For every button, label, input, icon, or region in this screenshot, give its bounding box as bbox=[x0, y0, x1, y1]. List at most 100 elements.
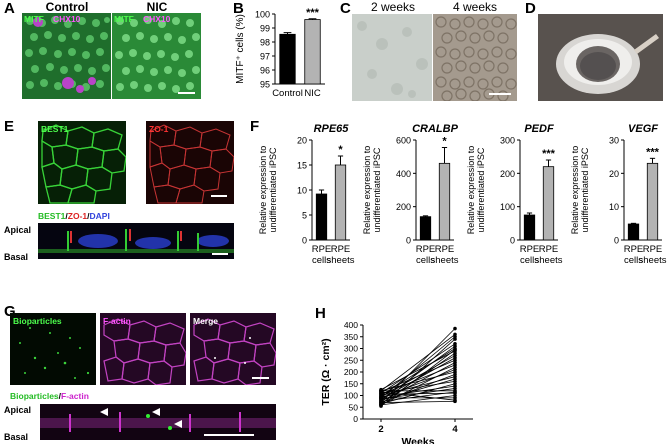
h-point bbox=[453, 337, 457, 341]
label-chx10-control: CHX10 bbox=[53, 14, 81, 24]
micrograph-nic: MITF CHX10 bbox=[112, 13, 201, 99]
micrograph-zo1: ZO-1 bbox=[146, 121, 234, 204]
f4-significance: *** bbox=[646, 146, 660, 158]
f3-gene-title: PEDF bbox=[524, 123, 554, 135]
b-category-label: Control bbox=[272, 88, 303, 99]
f4-bar bbox=[646, 162, 659, 241]
f1-ylabel: Relative expression to bbox=[258, 146, 268, 235]
label-e-zo1: ZO-1 bbox=[67, 211, 88, 221]
f1-gene-title: RPE65 bbox=[314, 123, 350, 135]
label-mitf-control: MITF bbox=[24, 14, 44, 24]
b-ylabel: MITF⁺ cells (%) bbox=[235, 14, 246, 84]
h-ytick-label: 100 bbox=[344, 391, 358, 401]
b-category-label: NIC bbox=[304, 88, 321, 99]
panel-label-d: D bbox=[525, 0, 536, 17]
h-point bbox=[379, 396, 383, 400]
h-xtick-label: 4 bbox=[452, 424, 458, 435]
b-ytick-label: 98 bbox=[260, 38, 270, 48]
f4-ytick-label: 10 bbox=[609, 202, 619, 212]
f4-category-label: RPE bbox=[643, 244, 663, 255]
panel-c-title-2w: 2 weeks bbox=[370, 0, 416, 14]
f2-significance: * bbox=[442, 136, 447, 148]
f3-category-label: RPE bbox=[539, 244, 559, 255]
f4-ytick-label: 0 bbox=[614, 236, 619, 246]
f1-bar bbox=[334, 164, 347, 241]
scale-bar-e2 bbox=[212, 253, 228, 255]
label-zo1: ZO-1 bbox=[149, 124, 169, 134]
b-ytick-label: 100 bbox=[255, 10, 270, 20]
f2-category-label: RPE bbox=[435, 244, 455, 255]
f2-ylabel: undifferentiated iPSC bbox=[372, 147, 382, 232]
micrograph-best1: BEST1 bbox=[38, 121, 126, 204]
f3-ylabel: undifferentiated iPSC bbox=[476, 147, 486, 232]
label-e-sep2: / bbox=[87, 211, 90, 221]
b-ytick-label: 96 bbox=[260, 66, 270, 76]
label-g-basal: Basal bbox=[4, 432, 29, 442]
h-series-line bbox=[380, 385, 456, 398]
micrograph-g-crosssection bbox=[40, 404, 276, 440]
h-ytick-label: 0 bbox=[353, 414, 358, 424]
f1-category-label: RPE bbox=[312, 244, 332, 255]
label-g-merge: Bioparticles/F-actin bbox=[10, 391, 89, 401]
f2-ylabel: Relative expression to bbox=[362, 146, 372, 235]
panel-label-g: G bbox=[4, 303, 16, 320]
h-ytick-label: 50 bbox=[349, 402, 359, 412]
f2-category-label: sheets bbox=[431, 255, 459, 266]
f2-ytick-label: 0 bbox=[406, 236, 411, 246]
f4-gene-title: VEGF bbox=[628, 123, 658, 135]
f1-ytick-label: 20 bbox=[297, 136, 307, 146]
h-series-line bbox=[380, 359, 456, 393]
f3-ytick-label: 200 bbox=[500, 169, 515, 179]
f2-ytick-label: 200 bbox=[396, 202, 411, 212]
label-e-merge: BEST1/ZO-1/DAPI bbox=[38, 211, 110, 221]
h-xlabel: Weeks bbox=[401, 436, 434, 444]
f3-category-label: cells bbox=[520, 255, 539, 266]
panel-label-a: A bbox=[4, 0, 15, 17]
label-g-factin: F-actin bbox=[61, 391, 89, 401]
h-series-line bbox=[380, 395, 456, 406]
scale-bar-g1 bbox=[252, 377, 269, 379]
f4-ytick-label: 30 bbox=[609, 136, 619, 146]
label-g-bio: Bioparticles bbox=[10, 391, 59, 401]
f3-bar bbox=[523, 214, 536, 241]
h-series-line bbox=[380, 334, 456, 392]
micrograph-bioparticles: Bioparticles bbox=[10, 313, 96, 385]
f1-category-label: cells bbox=[312, 255, 331, 266]
f2-bar bbox=[419, 216, 432, 241]
h-series-line bbox=[380, 343, 456, 394]
panel-label-f: F bbox=[250, 118, 260, 135]
label-e-apical: Apical bbox=[4, 225, 32, 235]
f2-category-label: RPE bbox=[416, 244, 436, 255]
label-g-sep: / bbox=[58, 391, 62, 401]
f2-gene-title: CRALBP bbox=[412, 123, 458, 135]
h-ytick-label: 350 bbox=[344, 332, 358, 342]
chart-f: RPE6505101520RPEcells*RPEsheetsRelative … bbox=[258, 123, 667, 266]
h-point bbox=[453, 326, 457, 331]
b-ytick-label: 99 bbox=[260, 24, 270, 34]
f4-category-label: cells bbox=[624, 255, 643, 266]
f1-ylabel: undifferentiated iPSC bbox=[268, 147, 278, 232]
panel-c-title-4w: 4 weeks bbox=[452, 0, 498, 14]
label-g-apical: Apical bbox=[4, 405, 32, 415]
f2-ytick-label: 600 bbox=[396, 136, 411, 146]
f2-category-label: cells bbox=[416, 255, 435, 266]
f3-category-label: RPE bbox=[520, 244, 540, 255]
h-series-line bbox=[380, 378, 456, 401]
label-chx10-nic: CHX10 bbox=[143, 14, 171, 24]
f1-category-label: sheets bbox=[327, 255, 355, 266]
h-ytick-label: 250 bbox=[344, 355, 358, 365]
f2-ytick-label: 400 bbox=[396, 169, 411, 179]
brightfield-2weeks bbox=[352, 14, 432, 101]
f3-bar bbox=[542, 166, 555, 241]
b-ytick-label: 97 bbox=[260, 52, 270, 62]
label-e-dapi: DAPI bbox=[89, 211, 110, 221]
f4-ylabel: Relative expression to bbox=[570, 146, 580, 235]
scale-bar-c bbox=[489, 93, 511, 95]
h-point bbox=[379, 390, 383, 394]
h-series-line bbox=[380, 400, 456, 403]
f2-bar bbox=[438, 162, 451, 241]
f3-ytick-label: 300 bbox=[500, 136, 515, 146]
label-merge: Merge bbox=[193, 316, 219, 326]
h-ytick-label: 400 bbox=[344, 320, 358, 330]
panel-label-e: E bbox=[4, 118, 15, 135]
